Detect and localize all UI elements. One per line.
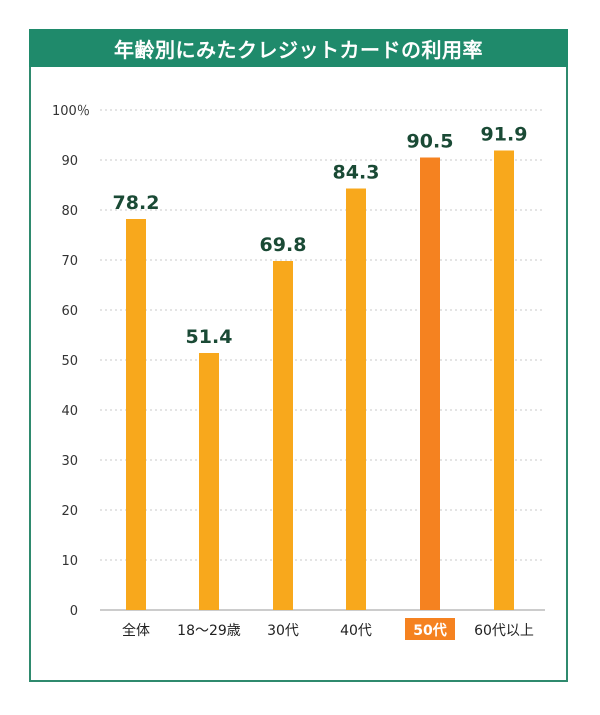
bar: [273, 261, 293, 610]
value-label: 51.4: [186, 326, 233, 348]
value-label: 84.3: [333, 162, 380, 184]
bar: [199, 353, 219, 610]
bar: [126, 219, 146, 610]
value-label: 90.5: [407, 131, 454, 153]
category-label: 40代: [340, 623, 372, 639]
category-label: 30代: [267, 623, 299, 639]
y-tick-label: 50: [61, 354, 78, 369]
category-label: 全体: [122, 622, 150, 639]
value-label: 69.8: [260, 234, 307, 256]
bar: [420, 157, 440, 610]
value-label: 78.2: [113, 192, 160, 214]
value-label: 91.9: [481, 124, 528, 146]
category-label: 50代: [413, 622, 446, 639]
category-label: 60代以上: [474, 623, 534, 639]
y-tick-label: 70: [61, 254, 78, 269]
chart-title: 年齢別にみたクレジットカードの利用率: [29, 29, 568, 67]
bar: [346, 188, 366, 610]
category-label: 18〜29歳: [177, 623, 241, 639]
bar: [494, 150, 514, 610]
highlight-label-bg: [405, 618, 455, 640]
y-tick-label: 80: [61, 204, 78, 219]
y-tick-label: 30: [61, 454, 78, 469]
y-tick-label: 10: [61, 554, 78, 569]
y-tick-label: 40: [61, 404, 78, 419]
y-tick-label: 60: [61, 304, 78, 319]
y-tick-label: 0: [70, 604, 78, 619]
y-tick-label: 90: [61, 154, 78, 169]
y-tick-label: 20: [61, 504, 78, 519]
y-axis-unit-label: 100％: [52, 104, 90, 119]
